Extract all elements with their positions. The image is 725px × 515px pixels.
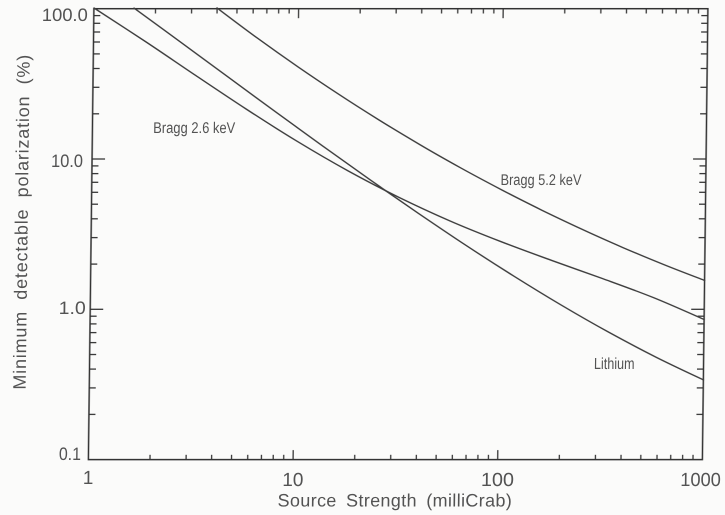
svg-text:0.1: 0.1 — [59, 444, 81, 464]
svg-text:Source Strength (milliCrab): Source Strength (milliCrab) — [278, 490, 513, 510]
svg-text:1000: 1000 — [680, 470, 721, 491]
svg-text:Minimum detectable polarizatio: Minimum detectable polarization (%) — [10, 54, 34, 390]
svg-text:100.0: 100.0 — [42, 5, 88, 25]
svg-text:10.0: 10.0 — [51, 151, 83, 171]
svg-text:Bragg 5.2 keV: Bragg 5.2 keV — [500, 172, 582, 189]
svg-text:10: 10 — [282, 470, 303, 491]
svg-text:1: 1 — [83, 468, 94, 489]
svg-text:Lithium: Lithium — [594, 356, 635, 373]
svg-text:100: 100 — [481, 470, 514, 491]
svg-text:1.0: 1.0 — [59, 298, 86, 318]
svg-text:Bragg 2.6 keV: Bragg 2.6 keV — [153, 120, 236, 137]
